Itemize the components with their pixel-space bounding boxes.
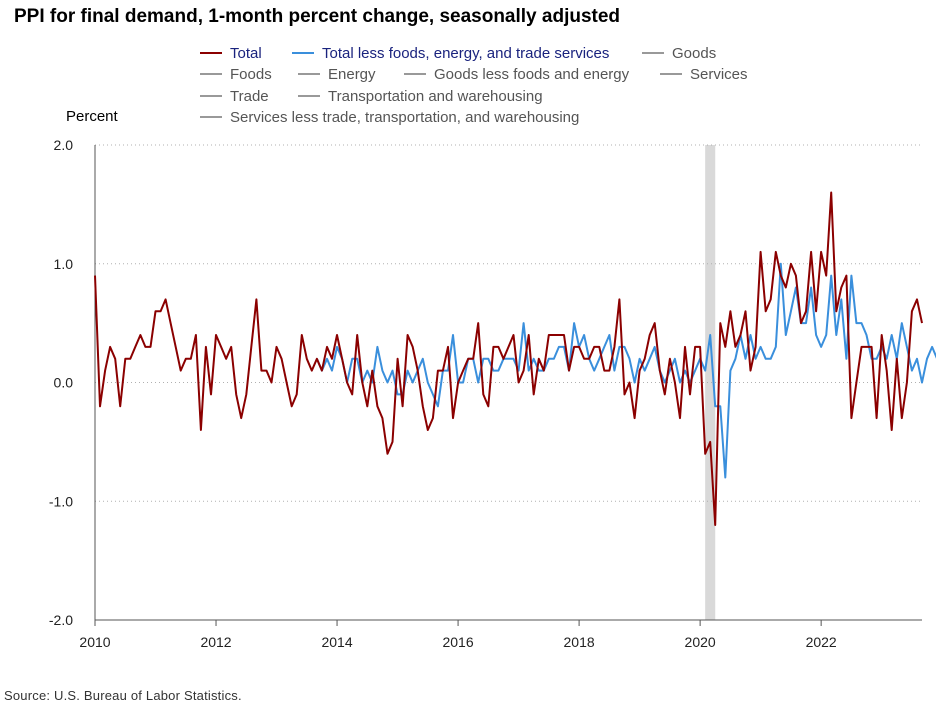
legend-item[interactable]: Goods less foods and energy: [404, 65, 629, 83]
x-tick-label: 2022: [806, 634, 837, 650]
y-tick-label: 0.0: [54, 375, 74, 391]
legend-item[interactable]: Total less foods, energy, and trade serv…: [292, 44, 609, 62]
legend-swatch: [200, 52, 222, 54]
legend-label: Transportation and warehousing: [328, 87, 543, 105]
legend-item[interactable]: Trade: [200, 87, 269, 105]
legend-label: Total: [230, 44, 262, 62]
legend-swatch: [404, 73, 426, 75]
legend-label: Foods: [230, 65, 272, 83]
legend-item[interactable]: Foods: [200, 65, 272, 83]
legend-label: Goods less foods and energy: [434, 65, 630, 83]
legend-item[interactable]: Services less trade, transportation, and…: [200, 108, 579, 126]
x-tick-label: 2016: [442, 634, 473, 650]
recession-shading: [705, 145, 716, 620]
legend-swatch: [200, 73, 222, 75]
y-tick-label: 2.0: [54, 137, 74, 153]
legend-item[interactable]: Services: [660, 65, 748, 83]
series-line-total: [94, 191, 923, 526]
legend-item[interactable]: Total: [200, 44, 262, 62]
legend-label: Energy: [328, 65, 376, 83]
series-line-core: [315, 262, 936, 479]
chart-title: PPI for final demand, 1-month percent ch…: [14, 6, 621, 27]
legend-item[interactable]: Energy: [298, 65, 376, 83]
legend-swatch: [298, 73, 320, 75]
legend-swatch: [298, 95, 320, 97]
legend-label: Services less trade, transportation, and…: [230, 108, 580, 126]
legend-label: Trade: [230, 87, 269, 105]
y-tick-label: 1.0: [54, 256, 74, 272]
y-tick-label: -2.0: [49, 612, 73, 628]
legend-swatch: [660, 73, 682, 75]
y-tick-label: -1.0: [49, 493, 73, 509]
x-tick-label: 2014: [321, 634, 352, 650]
legend-item[interactable]: Goods: [642, 44, 716, 62]
legend-swatch: [200, 116, 222, 118]
legend-label: Services: [690, 65, 748, 83]
legend-swatch: [642, 52, 664, 54]
legend-item[interactable]: Transportation and warehousing: [298, 87, 543, 105]
x-tick-label: 2018: [564, 634, 595, 650]
legend-swatch: [200, 95, 222, 97]
x-tick-label: 2010: [79, 634, 110, 650]
x-tick-label: 2020: [685, 634, 716, 650]
legend-label: Total less foods, energy, and trade serv…: [322, 44, 610, 62]
source-note: Source: U.S. Bureau of Labor Statistics.: [4, 688, 242, 703]
y-axis-label: Percent: [66, 108, 118, 125]
x-tick-label: 2012: [200, 634, 231, 650]
legend-label: Goods: [672, 44, 717, 62]
legend-swatch: [292, 52, 314, 54]
